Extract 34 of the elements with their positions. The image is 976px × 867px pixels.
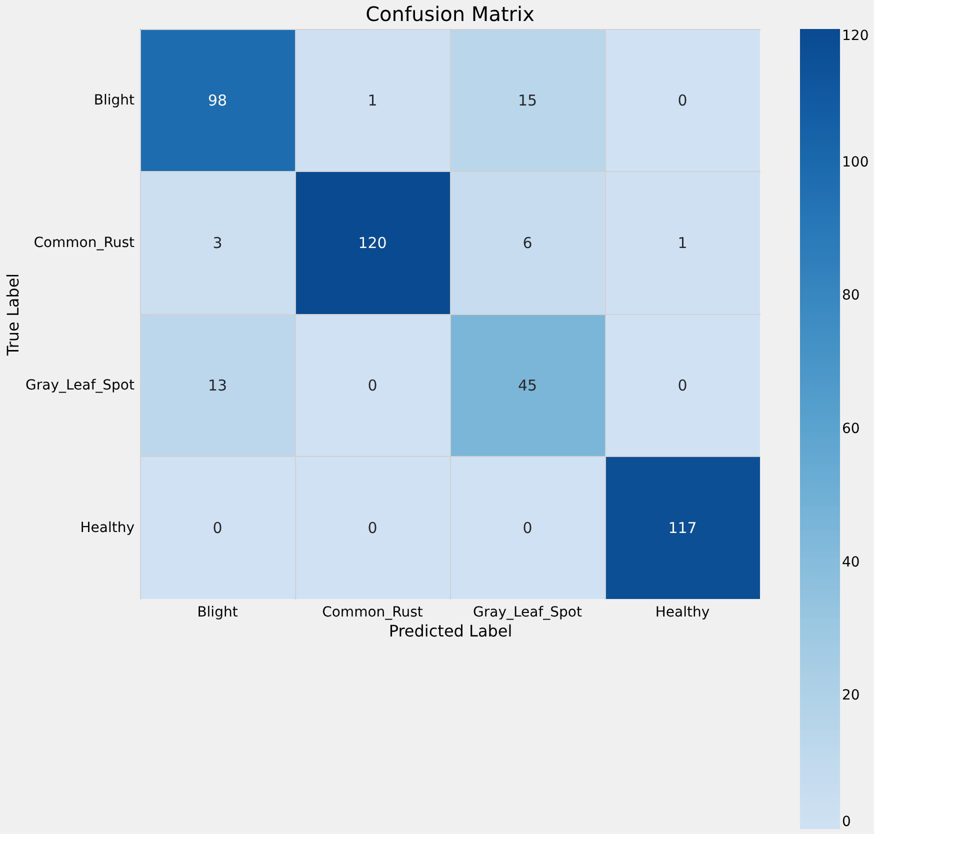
data-label: 15: [518, 91, 538, 110]
data-label: 120: [358, 234, 387, 252]
x-tick-label: Common_Rust: [322, 604, 424, 620]
y-tick-label: Gray_Leaf_Spot: [26, 377, 135, 394]
data-label: 6: [522, 234, 532, 252]
data-label: 1: [368, 91, 378, 110]
data-label: 3: [212, 234, 222, 252]
color-bar-label: 0: [842, 814, 851, 830]
y-tick-label: Common_Rust: [34, 234, 136, 251]
y-tick-label: Blight: [94, 92, 136, 108]
color-bar-label: 20: [842, 688, 860, 704]
data-label: 13: [208, 376, 228, 394]
x-tick-label: Healthy: [655, 604, 710, 620]
x-tick-label: Gray_Leaf_Spot: [473, 604, 582, 620]
x-axis-title: Predicted Label: [388, 622, 512, 640]
y-tick-label: Healthy: [80, 520, 134, 536]
color-bar-label: 80: [842, 288, 860, 304]
x-tick-label: Blight: [197, 604, 238, 620]
data-label: 98: [208, 91, 228, 110]
data-label: 117: [668, 518, 697, 537]
color-bar-label: 120: [842, 28, 869, 44]
data-label: 1: [678, 234, 688, 252]
color-bar-label: 60: [842, 421, 860, 437]
y-axis-title: True Label: [4, 273, 23, 357]
color-bar-label: 40: [842, 554, 860, 570]
chart-title: Confusion Matrix: [366, 2, 535, 26]
data-label: 0: [678, 91, 688, 110]
color-bar-label: 100: [842, 154, 869, 170]
data-label: 45: [518, 376, 538, 394]
data-label: 0: [368, 376, 378, 394]
data-label: 0: [368, 518, 378, 537]
data-label: 0: [522, 518, 532, 537]
data-label: 0: [212, 518, 222, 537]
data-label: 0: [678, 376, 688, 394]
